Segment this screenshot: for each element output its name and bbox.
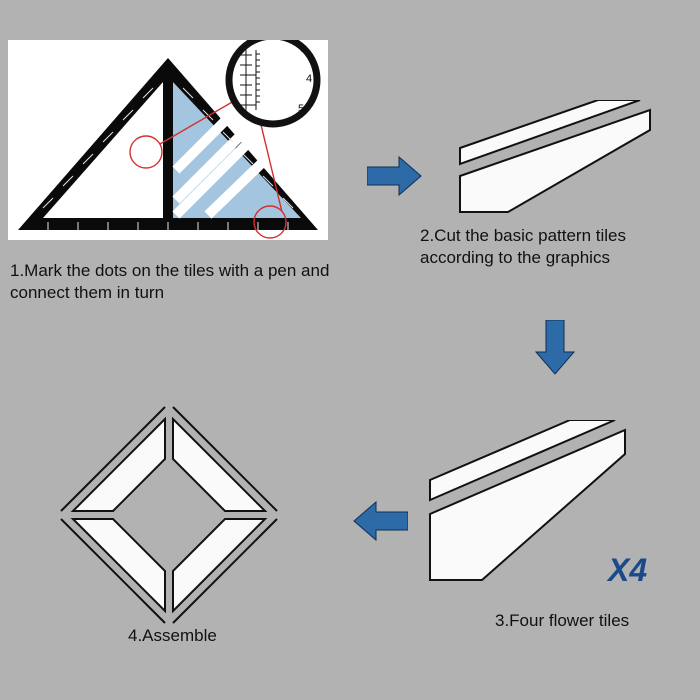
magnifier: 3 4 5 [229, 40, 317, 124]
step4-caption: 4.Assemble [128, 625, 328, 647]
step4-figure [54, 400, 344, 630]
step1-figure: 3 4 5 [8, 40, 348, 250]
arrow-right-icon [367, 155, 423, 197]
step3-caption: 3.Four flower tiles [495, 610, 695, 632]
step1-svg: 3 4 5 [8, 40, 348, 250]
step2-caption: 2.Cut the basic pattern tiles according … [420, 225, 690, 269]
step3-svg [420, 420, 640, 590]
step2-figure [420, 100, 680, 220]
arrow-down-icon [534, 320, 576, 376]
step1-caption: 1.Mark the dots on the tiles with a pen … [10, 260, 330, 304]
svg-text:3: 3 [300, 43, 306, 55]
svg-text:5: 5 [298, 103, 304, 115]
step4-svg [54, 400, 284, 630]
step2-svg [420, 100, 680, 220]
arrow-left-icon [352, 500, 408, 542]
svg-text:4: 4 [306, 73, 312, 85]
x4-label: X4 [608, 552, 647, 589]
